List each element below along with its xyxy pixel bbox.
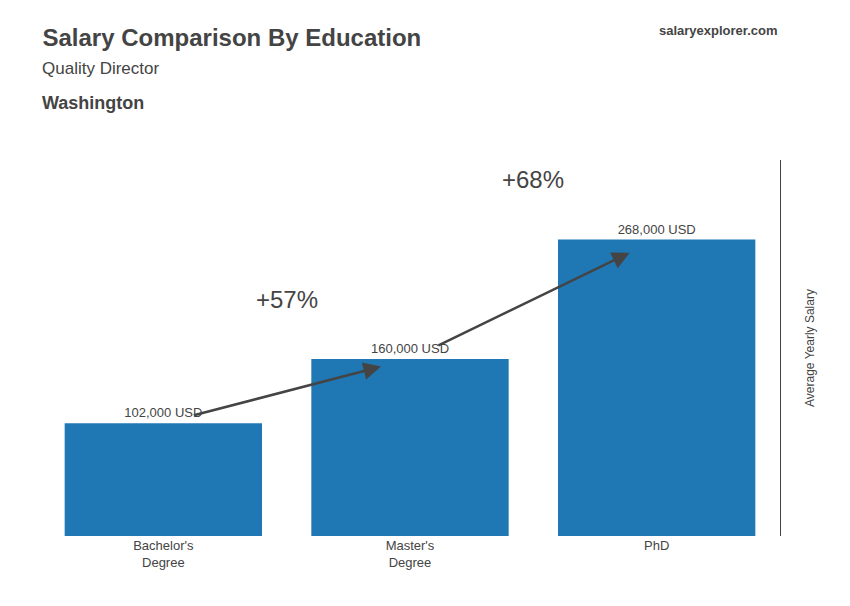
svg-text:268,000 USD: 268,000 USD bbox=[618, 222, 696, 237]
svg-text:Master'sDegree: Master'sDegree bbox=[386, 538, 435, 570]
svg-text:Salary Comparison By Education: Salary Comparison By Education bbox=[43, 24, 422, 51]
svg-text:Average Yearly Salary: Average Yearly Salary bbox=[803, 289, 817, 407]
svg-text:Bachelor'sDegree: Bachelor'sDegree bbox=[133, 538, 194, 570]
svg-text:102,000 USD: 102,000 USD bbox=[124, 405, 202, 420]
svg-text:+68%: +68% bbox=[502, 166, 564, 193]
svg-text:160,000 USD: 160,000 USD bbox=[371, 341, 449, 356]
svg-text:Washington: Washington bbox=[42, 93, 144, 113]
svg-text:PhD: PhD bbox=[644, 538, 669, 553]
svg-text:Quality Director: Quality Director bbox=[42, 59, 159, 78]
svg-text:salaryexplorer.com: salaryexplorer.com bbox=[659, 23, 778, 38]
svg-text:+57%: +57% bbox=[256, 286, 318, 313]
